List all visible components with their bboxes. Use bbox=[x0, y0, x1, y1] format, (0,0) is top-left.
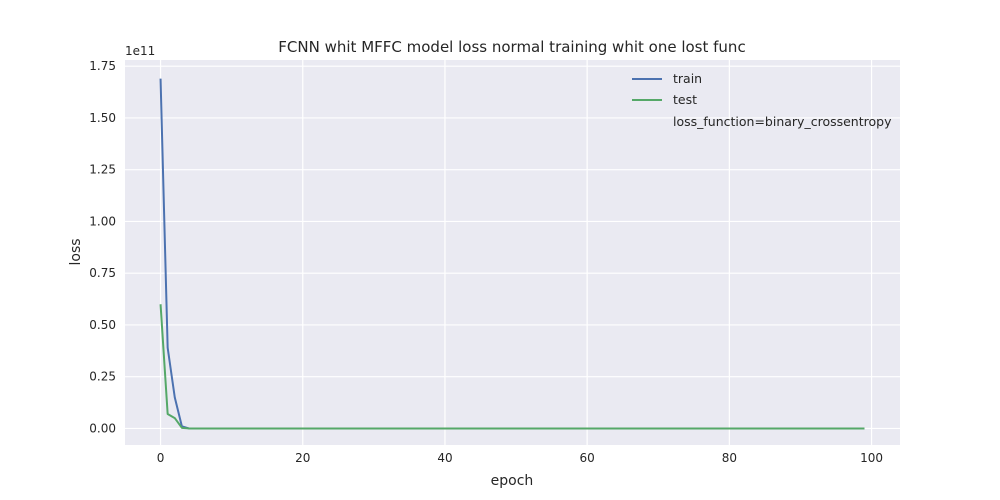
y-tick-label: 1.25 bbox=[89, 163, 116, 177]
y-axis-label: loss bbox=[68, 238, 84, 265]
x-tick-label: 100 bbox=[860, 451, 883, 465]
x-tick-label: 80 bbox=[722, 451, 737, 465]
legend-note: loss_function=binary_crossentropy bbox=[673, 114, 892, 129]
x-tick-label: 40 bbox=[437, 451, 452, 465]
y-tick-label: 0.75 bbox=[89, 266, 116, 280]
legend: train test loss_function=binary_crossent… bbox=[632, 71, 892, 129]
x-tick-label: 0 bbox=[157, 451, 165, 465]
tick-labels: 0 20 40 60 80 100 0.00 0.25 0.50 0.75 1.00 1.25 1.50… bbox=[89, 59, 883, 465]
y-tick-label: 1.75 bbox=[89, 59, 116, 73]
x-axis-label: epoch bbox=[491, 473, 534, 489]
series-lines bbox=[159, 78, 865, 430]
chart-title: FCNN whit MFFC model loss normal trainin… bbox=[278, 38, 745, 56]
x-tick-label: 60 bbox=[580, 451, 595, 465]
plot-area bbox=[125, 60, 900, 445]
y-tick-label: 0.25 bbox=[89, 370, 116, 384]
x-tick-label: 20 bbox=[295, 451, 310, 465]
legend-label-train: train bbox=[673, 71, 702, 86]
y-tick-label: 1.50 bbox=[89, 111, 116, 125]
y-tick-label: 0.00 bbox=[89, 421, 116, 435]
series-line-test bbox=[159, 304, 865, 430]
y-offset-label: 1e11 bbox=[125, 44, 155, 58]
y-tick-label: 0.50 bbox=[89, 318, 116, 332]
legend-label-test: test bbox=[673, 92, 697, 107]
y-tick-label: 1.00 bbox=[89, 214, 116, 228]
